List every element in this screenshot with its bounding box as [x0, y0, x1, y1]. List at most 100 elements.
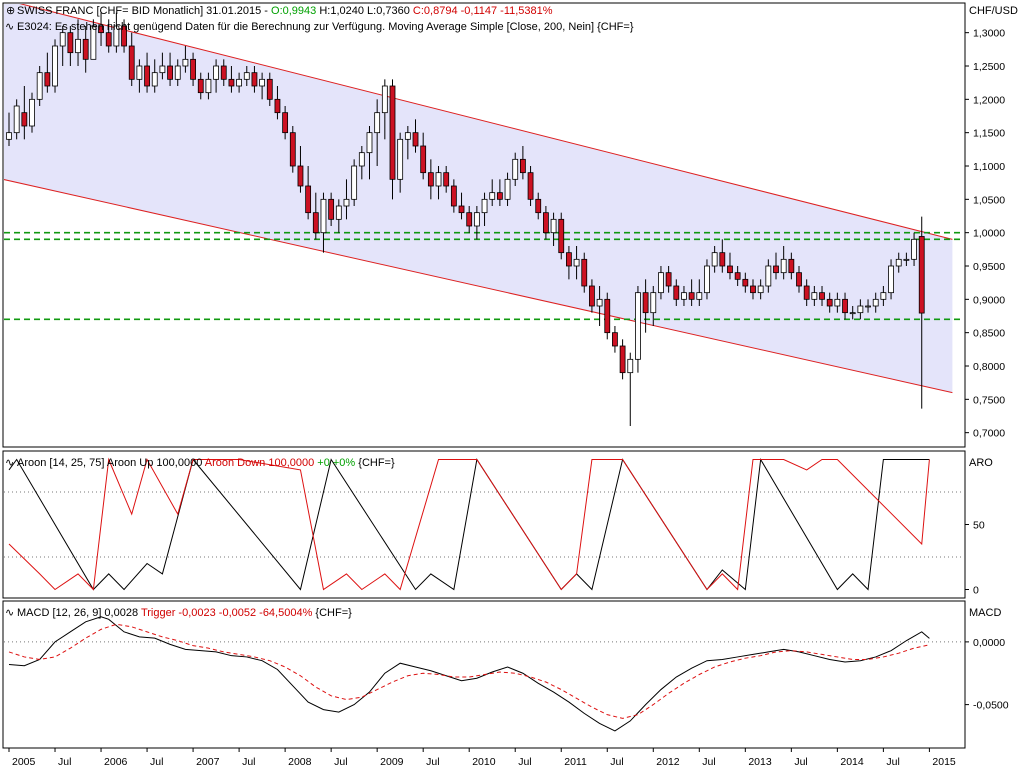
candle — [266, 78, 273, 100]
candle — [742, 278, 749, 287]
price-axis-label: 0,8000 — [973, 361, 1005, 373]
candle — [213, 65, 219, 80]
candle — [420, 145, 427, 174]
price-chart-icon[interactable]: ⊕ — [6, 5, 15, 17]
x-axis-label: Jul — [334, 756, 347, 768]
price-axis-label: 0,9000 — [973, 294, 1005, 306]
price-axis-label: 1,2000 — [973, 94, 1005, 106]
aroon-axis-label: 50 — [973, 520, 985, 532]
aroon-wave-icon[interactable]: ∿ — [5, 457, 14, 469]
candle — [397, 138, 404, 180]
candle — [635, 292, 641, 360]
candle — [450, 185, 457, 207]
indicator-wave-icon[interactable]: ∿ — [5, 21, 14, 33]
candle — [412, 132, 419, 147]
candle — [581, 258, 588, 287]
candle — [757, 285, 764, 294]
price-info-line: SWISS FRANC [CHF= BID Monatlich] 31.01.2… — [17, 5, 553, 17]
candle — [888, 265, 894, 294]
candle — [335, 205, 342, 220]
candle — [113, 25, 120, 47]
candle — [75, 38, 81, 54]
candle — [596, 298, 603, 307]
candle — [872, 298, 879, 307]
candle — [750, 285, 756, 294]
candle — [274, 98, 281, 114]
candle — [128, 45, 135, 80]
info-part: Trigger -0,0023 -0,0052 -64,5004% — [141, 607, 313, 619]
candle — [473, 212, 480, 227]
candle — [220, 65, 227, 80]
candle — [911, 238, 917, 260]
candle — [29, 98, 35, 127]
candle — [681, 292, 687, 300]
candle — [573, 258, 580, 267]
x-axis-label: 2007 — [196, 756, 220, 768]
candle — [358, 152, 365, 167]
candle — [788, 258, 795, 274]
info-part: H:1,0240 L:0,7360 — [316, 5, 413, 17]
candle — [803, 285, 810, 300]
candle — [297, 165, 304, 187]
channel-lower-line — [4, 179, 953, 394]
price-axis-label: 1,1500 — [973, 128, 1005, 140]
x-axis-label: 2014 — [840, 756, 864, 768]
candle — [895, 258, 902, 267]
candle — [105, 32, 112, 47]
candle — [903, 258, 910, 261]
macd-info-line: MACD [12, 26, 9] 0,0028 Trigger -0,0023 … — [17, 607, 352, 619]
candle — [619, 345, 626, 374]
x-axis-label: Jul — [242, 756, 255, 768]
candle — [190, 58, 196, 80]
candle — [6, 132, 12, 140]
channel-fill — [4, 4, 953, 393]
candle — [59, 32, 66, 47]
info-part: C:0,8794 -0,1147 -11,5381% — [413, 5, 553, 17]
candle — [167, 65, 173, 80]
candle — [320, 198, 327, 234]
candle — [527, 172, 534, 200]
candle — [236, 78, 243, 87]
price-chart — [4, 4, 964, 426]
candle — [865, 305, 871, 308]
candle — [182, 58, 189, 67]
macd-axis-title: MACD — [969, 607, 1001, 619]
candle — [880, 292, 887, 300]
x-axis-label: Jul — [610, 756, 623, 768]
candle — [627, 358, 634, 374]
x-axis-label: Jul — [58, 756, 71, 768]
candle — [834, 298, 841, 307]
candle — [842, 298, 848, 314]
price-axis-label: 0,8500 — [973, 328, 1005, 340]
candle — [481, 198, 488, 214]
macd-line — [8, 616, 930, 732]
x-axis-label: 2006 — [104, 756, 128, 768]
candle — [121, 25, 127, 47]
candle — [550, 218, 557, 234]
candle — [21, 112, 28, 127]
aroon-info-line: Aroon [14, 25, 75] Aroon Up 100,0000 Aro… — [17, 457, 395, 469]
candle — [512, 158, 519, 180]
aroon-axis-title: ARO — [969, 457, 993, 469]
candle — [404, 132, 411, 140]
aroon-panel[interactable] — [2, 450, 966, 599]
x-axis-label: 2009 — [380, 756, 404, 768]
candle — [734, 272, 741, 280]
price-axis-label: 0,9500 — [973, 261, 1005, 273]
candle — [36, 72, 43, 100]
candle — [650, 292, 657, 314]
macd-wave-icon[interactable]: ∿ — [5, 607, 14, 619]
candle — [857, 305, 864, 314]
candle — [312, 212, 319, 234]
candle — [259, 78, 266, 87]
info-part: +0 +0% — [314, 457, 355, 469]
candle — [305, 185, 312, 214]
candle — [688, 292, 695, 300]
candle — [174, 65, 181, 80]
candle — [773, 265, 779, 274]
candle — [566, 252, 572, 267]
price-note: E3024: Es stehen nicht genügend Daten fü… — [17, 21, 634, 33]
candle — [719, 252, 726, 267]
channel-upper-line — [19, 4, 953, 240]
